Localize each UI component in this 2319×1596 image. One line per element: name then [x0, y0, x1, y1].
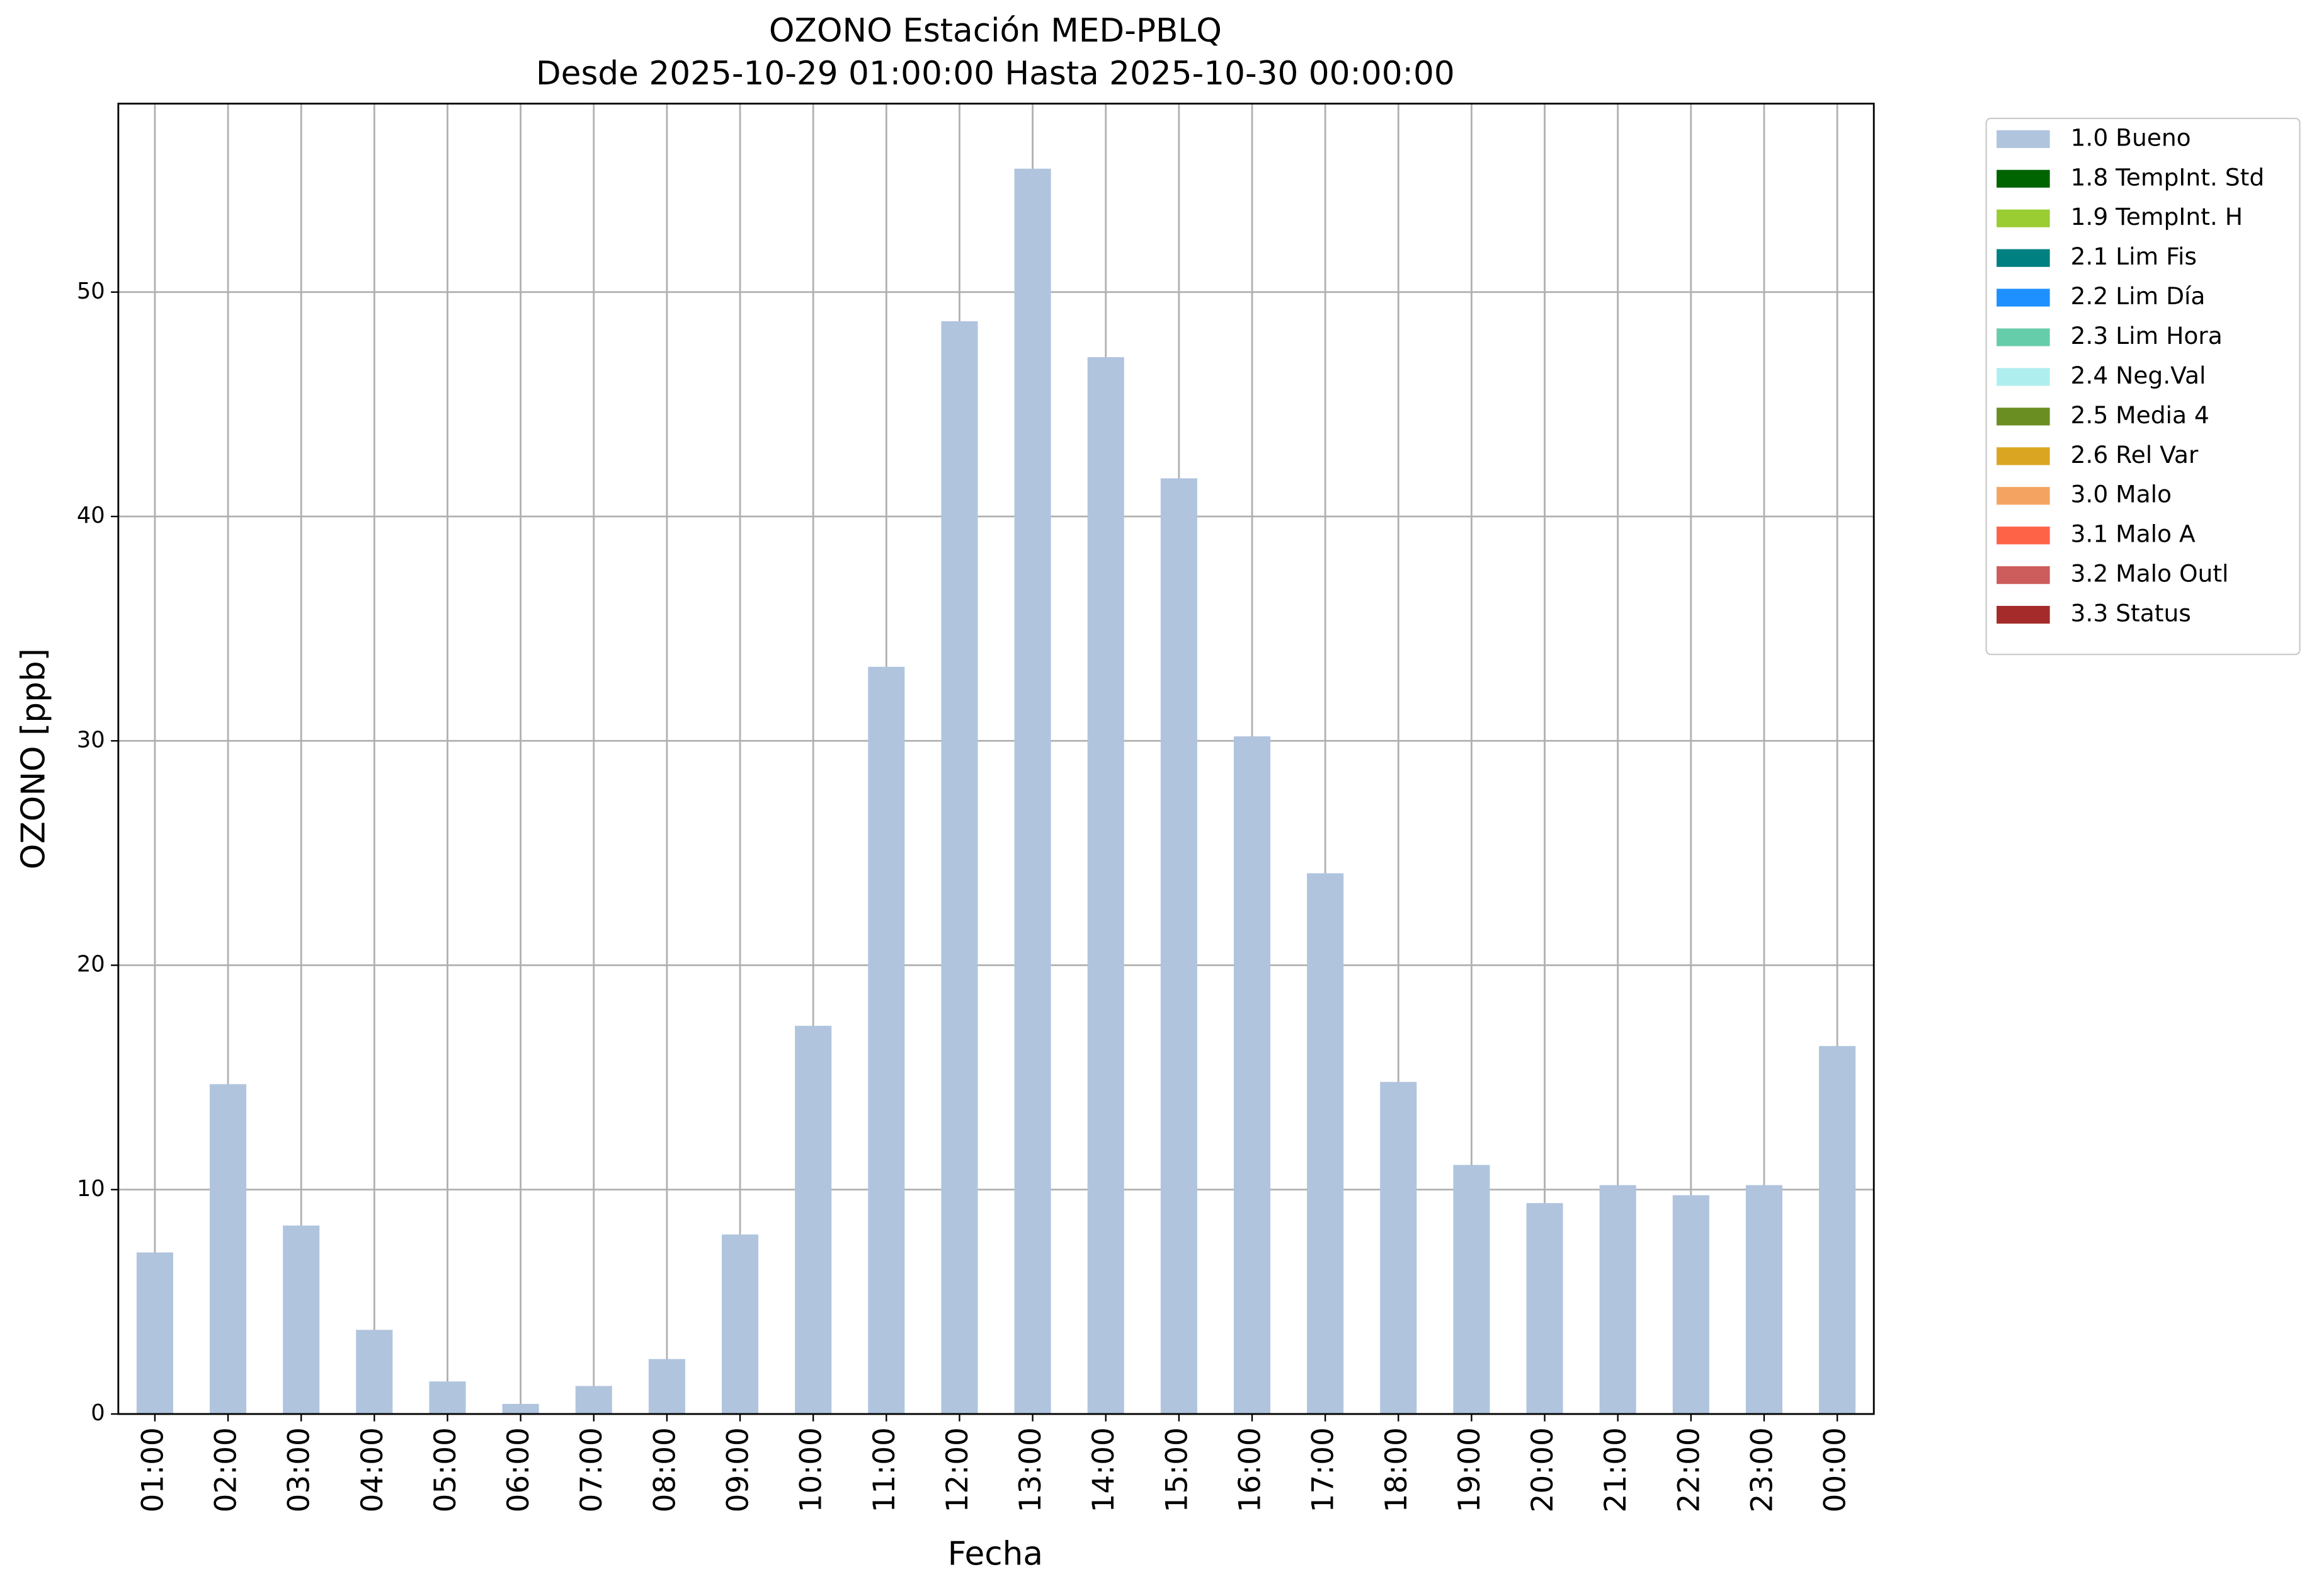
bar — [1233, 736, 1271, 1415]
legend-label: 3.3 Status — [2071, 600, 2191, 627]
x-tick-label: 17:00 — [1306, 1427, 1341, 1512]
bar — [136, 1252, 173, 1415]
x-tick-label: 19:00 — [1452, 1427, 1487, 1512]
legend-swatch — [1997, 130, 2050, 148]
x-tick-label: 14:00 — [1086, 1427, 1121, 1512]
y-tick-label: 10 — [77, 1176, 105, 1202]
legend-swatch — [1997, 249, 2050, 267]
legend-swatch — [1997, 527, 2050, 545]
bars — [136, 168, 1856, 1415]
bar — [1307, 873, 1344, 1415]
legend-swatch — [1997, 368, 2050, 386]
bar — [795, 1025, 832, 1415]
legend-swatch — [1997, 288, 2050, 307]
legend-label: 2.4 Neg.Val — [2071, 362, 2206, 389]
bar — [1745, 1185, 1783, 1415]
x-tick-label: 12:00 — [940, 1427, 975, 1512]
legend-label: 2.5 Media 4 — [2071, 401, 2209, 429]
legend-label: 1.9 TempInt. H — [2071, 203, 2243, 231]
bar — [210, 1084, 247, 1415]
x-tick-label: 02:00 — [209, 1427, 244, 1512]
bar — [1672, 1195, 1709, 1415]
bar — [575, 1386, 612, 1415]
y-axis-label: OZONO [ppb] — [14, 648, 52, 869]
bar — [283, 1225, 320, 1415]
x-tick-label: 15:00 — [1160, 1427, 1194, 1512]
bar — [1380, 1081, 1417, 1415]
x-tick-label: 03:00 — [282, 1427, 317, 1512]
y-tick-label: 40 — [77, 503, 105, 528]
x-tick-label: 23:00 — [1745, 1427, 1779, 1512]
x-tick-label: 08:00 — [647, 1427, 682, 1512]
y-tick-label: 20 — [77, 952, 105, 978]
x-tick-label: 00:00 — [1818, 1427, 1853, 1512]
chart-subtitle: Desde 2025-10-29 01:00:00 Hasta 2025-10-… — [536, 55, 1455, 93]
bar — [648, 1359, 685, 1415]
x-tick-label: 13:00 — [1013, 1427, 1048, 1512]
bar — [1087, 357, 1124, 1415]
bar — [868, 666, 905, 1415]
legend-swatch — [1997, 328, 2050, 346]
x-tick-label: 07:00 — [574, 1427, 609, 1512]
bar — [1526, 1203, 1563, 1415]
x-tick-label: 05:00 — [428, 1427, 463, 1512]
x-tick-label: 10:00 — [794, 1427, 829, 1512]
bar — [1599, 1185, 1636, 1415]
y-tick-label: 0 — [91, 1400, 105, 1426]
ticks: 0 10 20 30 40 50 01:00 02:00 03:00 04:00 05:00 06:0… — [77, 278, 1853, 1513]
bar — [1453, 1165, 1490, 1415]
chart-title: OZONO Estación MED-PBLQ — [769, 12, 1222, 50]
legend-swatch — [1997, 209, 2050, 227]
legend-swatch — [1997, 408, 2050, 426]
legend-label: 3.1 Malo A — [2071, 520, 2196, 548]
legend-label: 3.0 Malo — [2071, 481, 2172, 508]
y-tick-label: 30 — [77, 727, 105, 753]
x-tick-label: 18:00 — [1379, 1427, 1414, 1512]
legend-label: 1.0 Bueno — [2071, 123, 2191, 151]
x-tick-label: 11:00 — [867, 1427, 902, 1512]
legend-frame — [1985, 117, 2301, 656]
x-tick-label: 20:00 — [1525, 1427, 1560, 1512]
legend-label: 2.3 Lim Hora — [2071, 322, 2223, 350]
bar — [941, 321, 978, 1415]
legend-swatch — [1997, 487, 2050, 505]
x-tick-label: 22:00 — [1672, 1427, 1706, 1512]
legend-swatch — [1997, 605, 2050, 624]
bar — [356, 1330, 393, 1415]
x-tick-label: 09:00 — [721, 1427, 756, 1512]
plot-frame — [117, 103, 1875, 1415]
x-tick-label: 21:00 — [1598, 1427, 1633, 1512]
x-tick-label: 16:00 — [1233, 1427, 1268, 1512]
legend-swatch — [1997, 447, 2050, 465]
legend: 1.0 Bueno 1.8 TempInt. Std 1.9 TempInt. H 2… — [1985, 117, 2301, 656]
x-tick-label: 04:00 — [355, 1427, 390, 1512]
y-tick-label: 50 — [77, 278, 105, 304]
bar — [1014, 168, 1051, 1415]
bar — [502, 1404, 539, 1415]
legend-label: 2.2 Lim Día — [2071, 282, 2206, 310]
bar — [429, 1381, 466, 1415]
bar — [1819, 1046, 1856, 1415]
legend-label: 2.6 Rel Var — [2071, 441, 2199, 469]
legend-swatch — [1997, 566, 2050, 584]
legend-swatch — [1997, 169, 2050, 188]
x-tick-label: 06:00 — [501, 1427, 536, 1512]
legend-label: 1.8 TempInt. Std — [2071, 163, 2265, 191]
x-axis-label: Fecha — [948, 1535, 1043, 1573]
legend-label: 3.2 Malo Outl — [2071, 560, 2229, 588]
x-tick-label: 01:00 — [135, 1427, 170, 1512]
legend-label: 2.1 Lim Fis — [2071, 242, 2197, 270]
bar — [722, 1234, 759, 1415]
bar — [1160, 478, 1197, 1415]
